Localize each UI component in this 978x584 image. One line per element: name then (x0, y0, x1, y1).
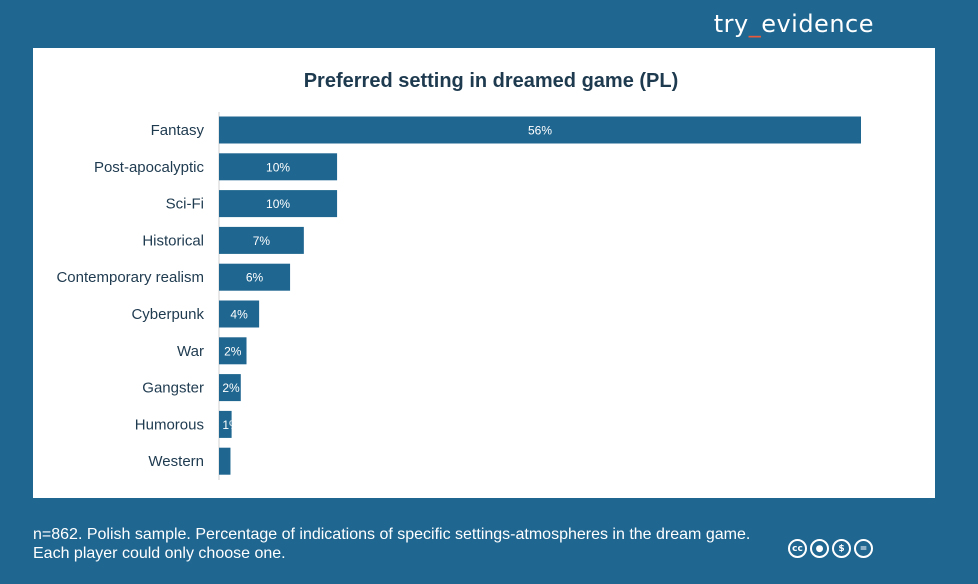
category-label: Sci-Fi (166, 196, 204, 213)
category-label: Cyberpunk (131, 306, 204, 323)
data-label: 4% (230, 308, 248, 322)
footnote: n=862. Polish sample. Percentage of indi… (33, 525, 750, 563)
category-label: Historical (142, 232, 204, 249)
nc-icon: $ (832, 539, 851, 558)
data-label: 10% (266, 160, 290, 174)
category-label: Post-apocalyptic (94, 159, 205, 176)
bar (219, 374, 241, 402)
bar (219, 263, 291, 291)
by-icon: ● (810, 539, 829, 558)
footnote-line-2: Each player could only choose one. (33, 545, 286, 562)
footnote-line-1: n=862. Polish sample. Percentage of indi… (33, 526, 751, 543)
data-label: 2% (224, 344, 242, 358)
category-label: Fantasy (151, 122, 205, 139)
data-label: 1% (222, 418, 240, 432)
bar-chart: Fantasy 56% Post-apocalyptic 10% Sci-Fi 10% Hi… (56, 112, 861, 480)
chart-title: Preferred setting in dreamed game (PL) (303, 70, 679, 92)
data-label: 56% (528, 124, 552, 138)
bar (219, 116, 861, 144)
bar (219, 153, 338, 181)
data-label: 6% (246, 271, 264, 285)
category-label: Contemporary realism (56, 269, 204, 286)
nd-icon: = (854, 539, 873, 558)
category-label: War (177, 343, 204, 360)
category-label: Western (148, 453, 204, 470)
category-label: Gangster (142, 380, 204, 397)
bar (219, 300, 260, 328)
bar (219, 226, 304, 254)
bar (219, 410, 232, 438)
data-label: 10% (266, 197, 290, 211)
bar (219, 337, 247, 365)
license-badges: cc ● $ = (788, 539, 873, 558)
bar (219, 190, 338, 218)
bar (219, 447, 231, 475)
data-label: 7% (253, 234, 271, 248)
category-label: Humorous (135, 416, 204, 433)
cc-icon: cc (788, 539, 807, 558)
chart-card: Preferred setting in dreamed game (PL) F… (33, 48, 935, 498)
data-label: 2% (222, 381, 240, 395)
brand-logo: try_evidence (713, 10, 874, 38)
